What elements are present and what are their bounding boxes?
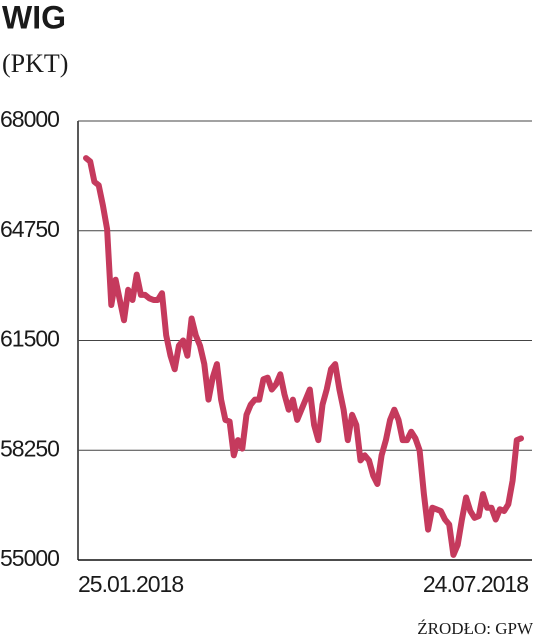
y-tick-label: 64750: [0, 216, 59, 242]
y-tick-label: 68000: [0, 106, 59, 132]
y-tick-label: 58250: [0, 435, 59, 461]
chart-subtitle: (PKT): [2, 49, 68, 78]
y-tick-label: 55000: [0, 545, 59, 571]
source: ŹRODŁO: GPW: [417, 619, 534, 638]
x-tick-label: 25.01.2018: [78, 571, 183, 597]
data-line: [83, 155, 524, 558]
x-tick-label: 24.07.2018: [423, 571, 528, 597]
y-tick-label: 61500: [0, 326, 59, 352]
chart-title: WIG: [2, 0, 66, 35]
